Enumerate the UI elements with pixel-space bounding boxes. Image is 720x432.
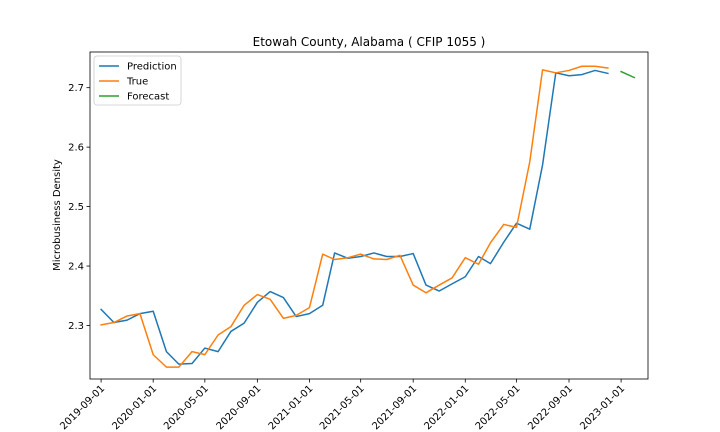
y-tick-label: 2.5 xyxy=(68,202,84,213)
legend-label-forecast: Forecast xyxy=(127,92,169,103)
series-layer xyxy=(100,65,636,368)
x-tick-label: 2021-05-01 xyxy=(318,383,367,432)
x-axis-ticks: 2019-09-01 2020-01-01 2020-05-01 2020-09-01… xyxy=(58,379,627,432)
x-tick-label: 2021-01-01 xyxy=(267,383,316,432)
x-tick-label: 2022-01-01 xyxy=(423,383,472,432)
y-axis-ticks: 2.3 2.4 2.5 2.6 2.7 xyxy=(68,83,90,332)
x-tick-label: 2020-01-01 xyxy=(110,383,159,432)
y-tick-label: 2.3 xyxy=(68,321,84,332)
chart-title: Etowah County, Alabama ( CFIP 1055 ) xyxy=(253,35,486,49)
legend-label-prediction: Prediction xyxy=(127,62,177,73)
series-line-true xyxy=(100,65,609,368)
y-axis-label: Microbusiness Density xyxy=(52,159,63,271)
plot-background xyxy=(90,52,648,379)
y-tick-label: 2.7 xyxy=(68,83,84,94)
x-tick-label: 2019-09-01 xyxy=(58,383,107,432)
legend-label-true: True xyxy=(126,77,148,88)
legend-box xyxy=(93,55,182,106)
x-tick-label: 2020-09-01 xyxy=(215,383,264,432)
legend: Prediction True Forecast xyxy=(93,55,182,106)
plot-frame xyxy=(89,51,649,380)
x-tick-label: 2021-09-01 xyxy=(370,383,419,432)
x-tick-label: 2022-05-01 xyxy=(474,383,523,432)
y-tick-label: 2.4 xyxy=(68,262,84,273)
series-line-prediction xyxy=(100,69,609,365)
x-tick-label: 2020-05-01 xyxy=(162,383,211,432)
series-line-forecast xyxy=(620,70,636,79)
x-tick-label: 2022-09-01 xyxy=(526,383,575,432)
y-tick-label: 2.6 xyxy=(68,143,84,154)
x-tick-label: 2023-01-01 xyxy=(578,383,627,432)
